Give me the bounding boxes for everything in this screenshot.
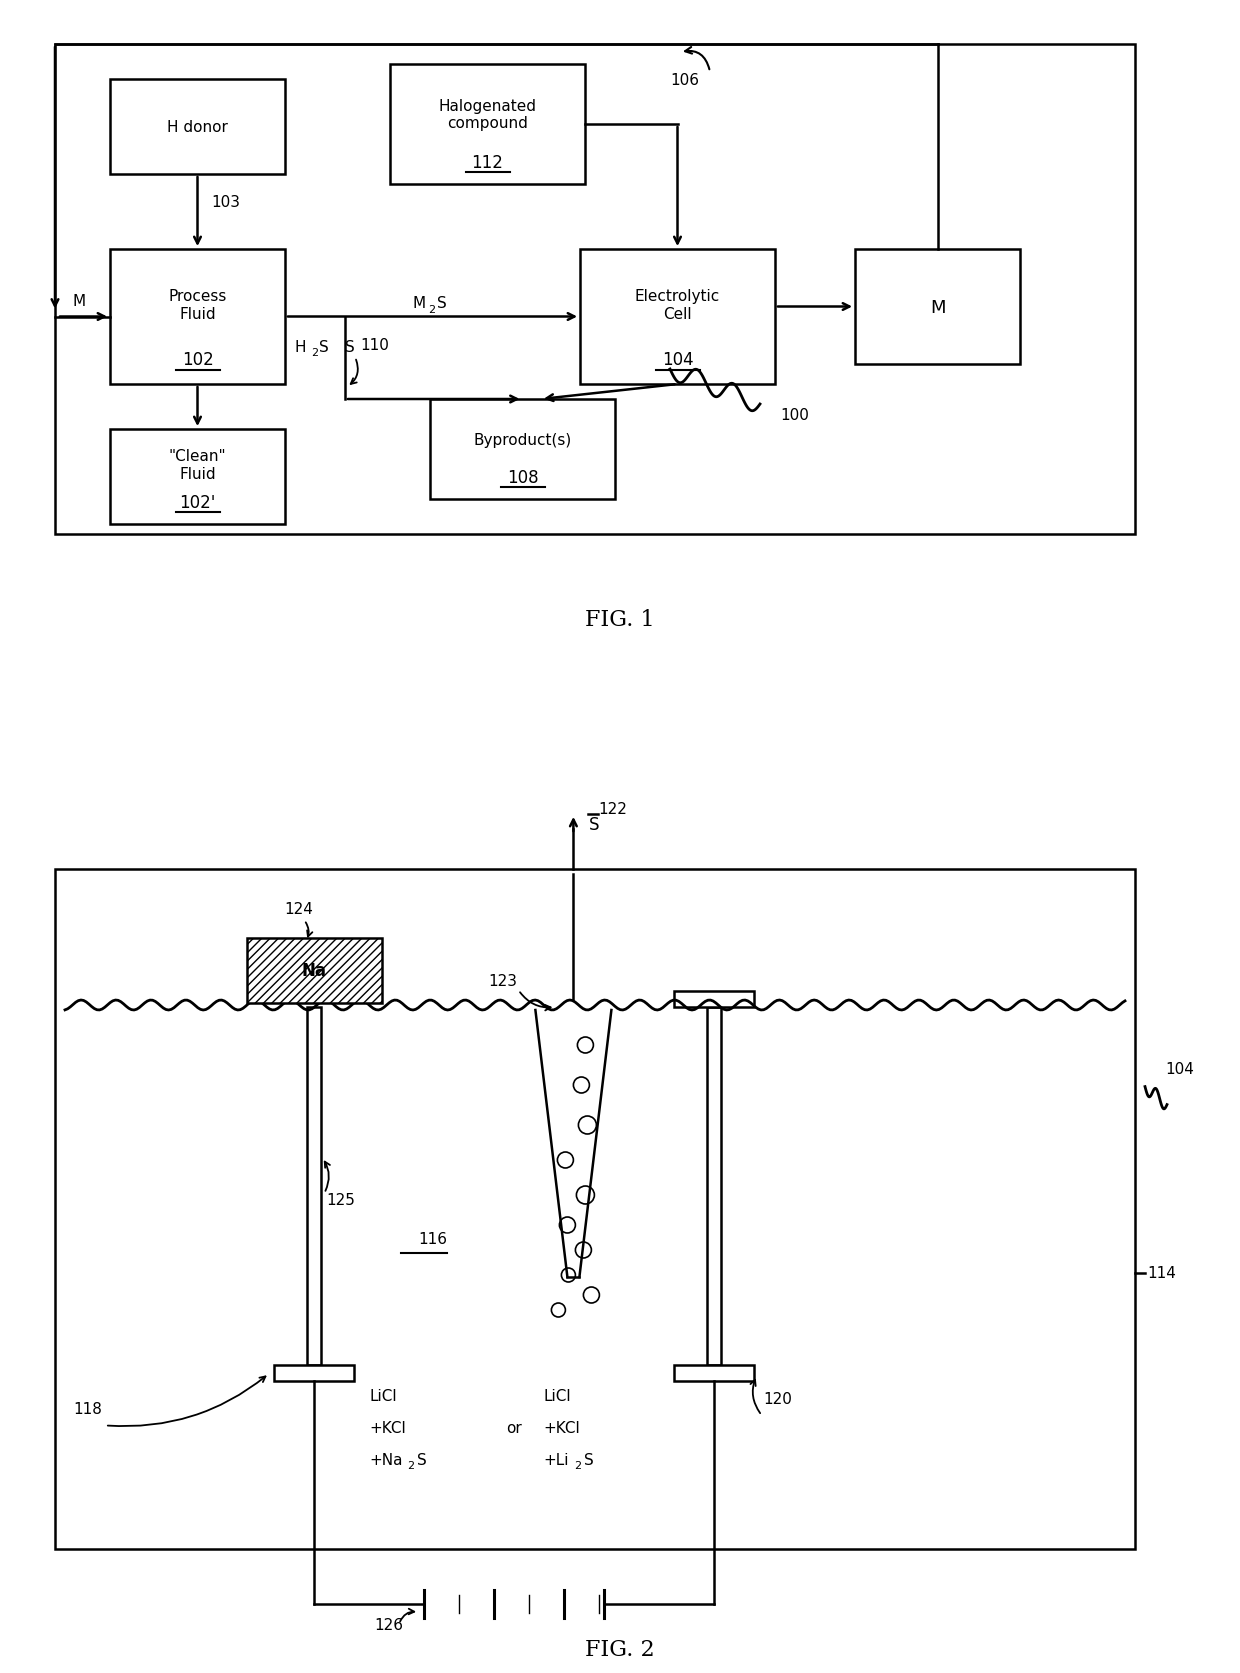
Bar	[55, 45, 1135, 535]
Text: S: S	[345, 340, 355, 355]
Text: 2: 2	[574, 1461, 580, 1471]
Text: +KCl: +KCl	[544, 1420, 580, 1435]
Text: LiCl: LiCl	[544, 1389, 572, 1404]
Bar	[673, 992, 754, 1007]
Text: 103: 103	[212, 194, 241, 209]
Bar	[391, 65, 585, 186]
Bar	[110, 430, 285, 525]
Text: 2: 2	[429, 304, 435, 315]
FancyArrowPatch shape	[325, 1163, 330, 1191]
Text: Halogenated
compound: Halogenated compound	[439, 99, 537, 130]
Text: Electrolytic
Cell: Electrolytic Cell	[635, 289, 720, 321]
Text: S: S	[436, 296, 446, 311]
Text: 125: 125	[326, 1193, 355, 1208]
Text: Process
Fluid: Process Fluid	[169, 289, 227, 321]
Text: S: S	[584, 1452, 594, 1467]
Text: M: M	[930, 298, 945, 316]
Text: +KCl: +KCl	[370, 1420, 405, 1435]
Text: 102': 102'	[180, 494, 216, 512]
Text: M: M	[73, 294, 86, 310]
Text: LiCl: LiCl	[370, 1389, 397, 1404]
Text: H donor: H donor	[167, 120, 228, 136]
Text: H: H	[295, 340, 306, 355]
Bar	[247, 939, 382, 1004]
FancyArrowPatch shape	[306, 923, 312, 937]
Bar	[580, 249, 775, 385]
Text: +Na: +Na	[370, 1452, 403, 1467]
Text: M: M	[413, 296, 425, 311]
Bar	[707, 1007, 720, 1365]
Text: 110: 110	[360, 338, 389, 353]
Text: 104: 104	[1166, 1061, 1194, 1076]
Text: 108: 108	[507, 468, 538, 487]
Text: 2: 2	[407, 1461, 414, 1471]
Text: 120: 120	[764, 1392, 792, 1407]
Text: 100: 100	[780, 407, 808, 422]
Text: Byproduct(s): Byproduct(s)	[474, 432, 572, 447]
Text: 102: 102	[181, 351, 213, 368]
Bar	[673, 1365, 754, 1382]
Bar	[308, 1007, 321, 1365]
Text: 2: 2	[311, 348, 319, 358]
Bar	[274, 1365, 355, 1382]
Text: 104: 104	[662, 351, 693, 368]
FancyArrowPatch shape	[108, 1377, 265, 1427]
Text: 123: 123	[489, 974, 517, 989]
Bar	[430, 400, 615, 500]
FancyArrowPatch shape	[401, 1609, 414, 1621]
Text: FIG. 1: FIG. 1	[585, 609, 655, 631]
Text: FIG. 2: FIG. 2	[585, 1638, 655, 1660]
Text: S: S	[319, 340, 329, 355]
Text: 124: 124	[284, 902, 312, 917]
Text: 118: 118	[73, 1402, 102, 1417]
Text: 116: 116	[418, 1231, 448, 1246]
Bar	[110, 249, 285, 385]
FancyArrowPatch shape	[520, 992, 551, 1010]
Text: 112: 112	[471, 154, 503, 172]
Text: 122: 122	[599, 801, 627, 816]
Text: 106: 106	[670, 74, 699, 89]
Text: 126: 126	[374, 1618, 403, 1633]
Bar	[110, 80, 285, 176]
Bar	[55, 870, 1135, 1549]
FancyArrowPatch shape	[684, 49, 709, 70]
Text: S: S	[417, 1452, 427, 1467]
Bar	[856, 249, 1021, 365]
FancyArrowPatch shape	[351, 360, 358, 385]
Text: S: S	[589, 815, 599, 833]
Text: Na: Na	[301, 962, 326, 980]
FancyArrowPatch shape	[750, 1380, 760, 1414]
Text: +Li: +Li	[544, 1452, 569, 1467]
Text: "Clean"
Fluid: "Clean" Fluid	[169, 448, 227, 482]
Text: or: or	[506, 1420, 522, 1435]
Text: 114: 114	[1147, 1265, 1176, 1280]
